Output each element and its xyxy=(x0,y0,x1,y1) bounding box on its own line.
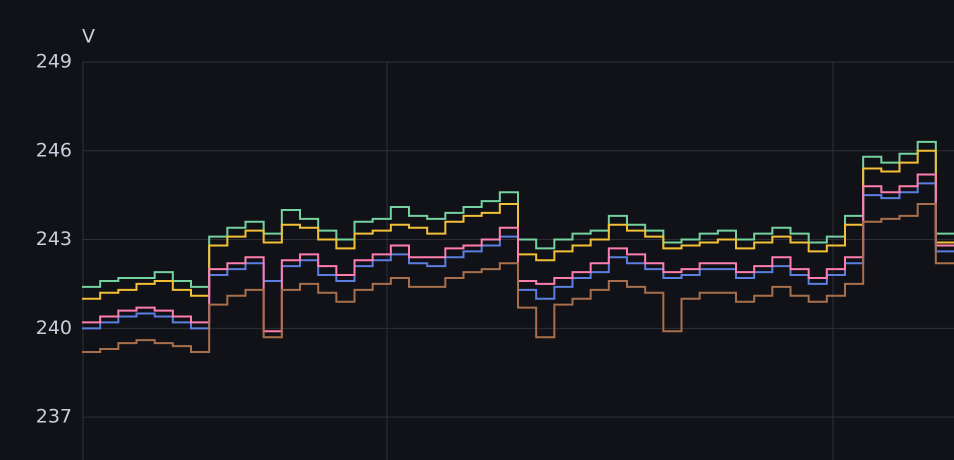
series-line xyxy=(82,203,954,353)
y-tick-label: 237 xyxy=(36,406,72,428)
y-axis-unit: V xyxy=(82,26,95,48)
y-tick-label: 249 xyxy=(36,51,72,73)
y-tick-label: 243 xyxy=(36,228,72,250)
y-tick-label: 246 xyxy=(36,139,72,161)
y-tick-label: 240 xyxy=(36,317,72,339)
series-line xyxy=(82,173,954,333)
